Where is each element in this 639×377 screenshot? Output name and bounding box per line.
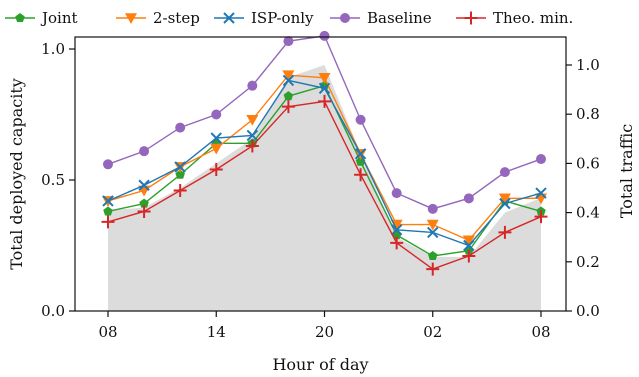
data-point	[390, 236, 404, 250]
data-point	[427, 226, 439, 239]
y-axis-right: 0.0 0.2 0.4 0.6 0.8 1.0	[566, 56, 600, 320]
data-point	[139, 146, 150, 157]
legend-item: 2-step	[116, 9, 200, 27]
legend-marker	[15, 13, 25, 23]
series-theo-min	[101, 94, 548, 276]
data-point	[536, 154, 546, 165]
y-left-tick-label: 1.0	[41, 40, 65, 58]
data-point	[211, 109, 222, 120]
data-point	[318, 82, 331, 95]
y-axis-label-left: Total deployed capacity	[7, 78, 26, 270]
y-axis-label-right: Total traffic	[617, 124, 636, 218]
x-tick-label: 08	[98, 323, 117, 341]
data-point	[318, 73, 331, 84]
data-point	[137, 204, 151, 218]
data-point	[247, 80, 258, 91]
data-point	[246, 114, 259, 126]
x-axis-label: Hour of day	[272, 355, 368, 374]
data-point	[174, 161, 186, 173]
legend-item: Joint	[5, 9, 78, 27]
data-point	[426, 219, 439, 231]
data-point	[103, 206, 113, 216]
y-right-tick-label: 0.2	[576, 253, 600, 271]
data-point	[139, 198, 149, 208]
data-point	[138, 179, 150, 191]
data-point	[210, 132, 222, 144]
data-point	[498, 225, 512, 239]
data-point	[426, 262, 440, 276]
legend-item: ISP-only	[214, 9, 314, 27]
data-point	[282, 70, 295, 82]
y-left-tick-label: 0.0	[41, 302, 65, 320]
data-point	[102, 195, 114, 207]
data-point	[499, 167, 510, 178]
data-point	[209, 163, 223, 177]
data-point	[427, 250, 438, 261]
y-axis-left: 0.0 0.5 1.0	[41, 40, 75, 320]
data-point	[355, 114, 366, 125]
data-point	[391, 188, 402, 199]
data-point	[246, 129, 259, 142]
series-isp-only	[102, 74, 547, 252]
data-point	[283, 36, 294, 47]
legend-marker	[223, 12, 235, 24]
axes-frame	[74, 36, 567, 312]
data-point	[499, 197, 511, 210]
x-tick-label: 08	[531, 323, 550, 341]
data-point	[282, 74, 295, 87]
data-point	[283, 91, 294, 101]
data-point	[390, 224, 403, 236]
data-point	[354, 148, 367, 160]
data-point	[210, 143, 223, 155]
y-right-tick-label: 0.4	[576, 204, 600, 222]
legend-label: Baseline	[367, 9, 432, 27]
traffic-area	[108, 65, 541, 311]
legend: Joint 2-step ISP-only Baseline Theo. min.	[5, 9, 573, 27]
x-tick-label: 20	[315, 323, 334, 341]
y-right-tick-label: 0.8	[576, 105, 600, 123]
data-point	[534, 210, 548, 224]
data-point	[281, 100, 295, 114]
legend-label: ISP-only	[251, 9, 314, 27]
legend-label: Joint	[40, 9, 78, 27]
y-right-tick-label: 0.6	[576, 154, 600, 172]
data-point	[318, 94, 331, 108]
legend-label: Theo. min.	[493, 9, 573, 27]
data-point	[498, 193, 511, 205]
legend-marker	[340, 13, 350, 23]
series-layer	[101, 30, 548, 276]
data-point	[463, 239, 475, 252]
data-point	[354, 168, 368, 182]
data-point	[103, 159, 113, 170]
data-point	[173, 183, 187, 197]
data-point	[245, 139, 259, 153]
y-right-tick-label: 1.0	[576, 56, 600, 74]
data-point	[427, 203, 438, 214]
legend-label: 2-step	[153, 9, 200, 27]
data-point	[319, 30, 330, 41]
data-point	[535, 187, 547, 199]
y-left-tick-label: 0.5	[41, 171, 65, 189]
legend-item: Baseline	[330, 9, 432, 27]
x-tick-label: 14	[207, 323, 226, 341]
data-point	[462, 235, 475, 247]
plot-area	[101, 30, 548, 311]
y-right-tick-label: 0.0	[576, 302, 600, 320]
data-point	[463, 193, 474, 204]
series-baseline	[103, 30, 546, 214]
data-point	[101, 215, 115, 229]
x-tick-label: 02	[423, 323, 442, 341]
data-point	[175, 169, 185, 179]
legend-marker	[464, 11, 478, 25]
data-point	[175, 122, 186, 133]
x-axis: 08 14 20 02 08	[98, 311, 551, 341]
legend-marker	[125, 13, 137, 24]
data-point	[462, 249, 476, 263]
legend-item: Theo. min.	[456, 9, 573, 27]
